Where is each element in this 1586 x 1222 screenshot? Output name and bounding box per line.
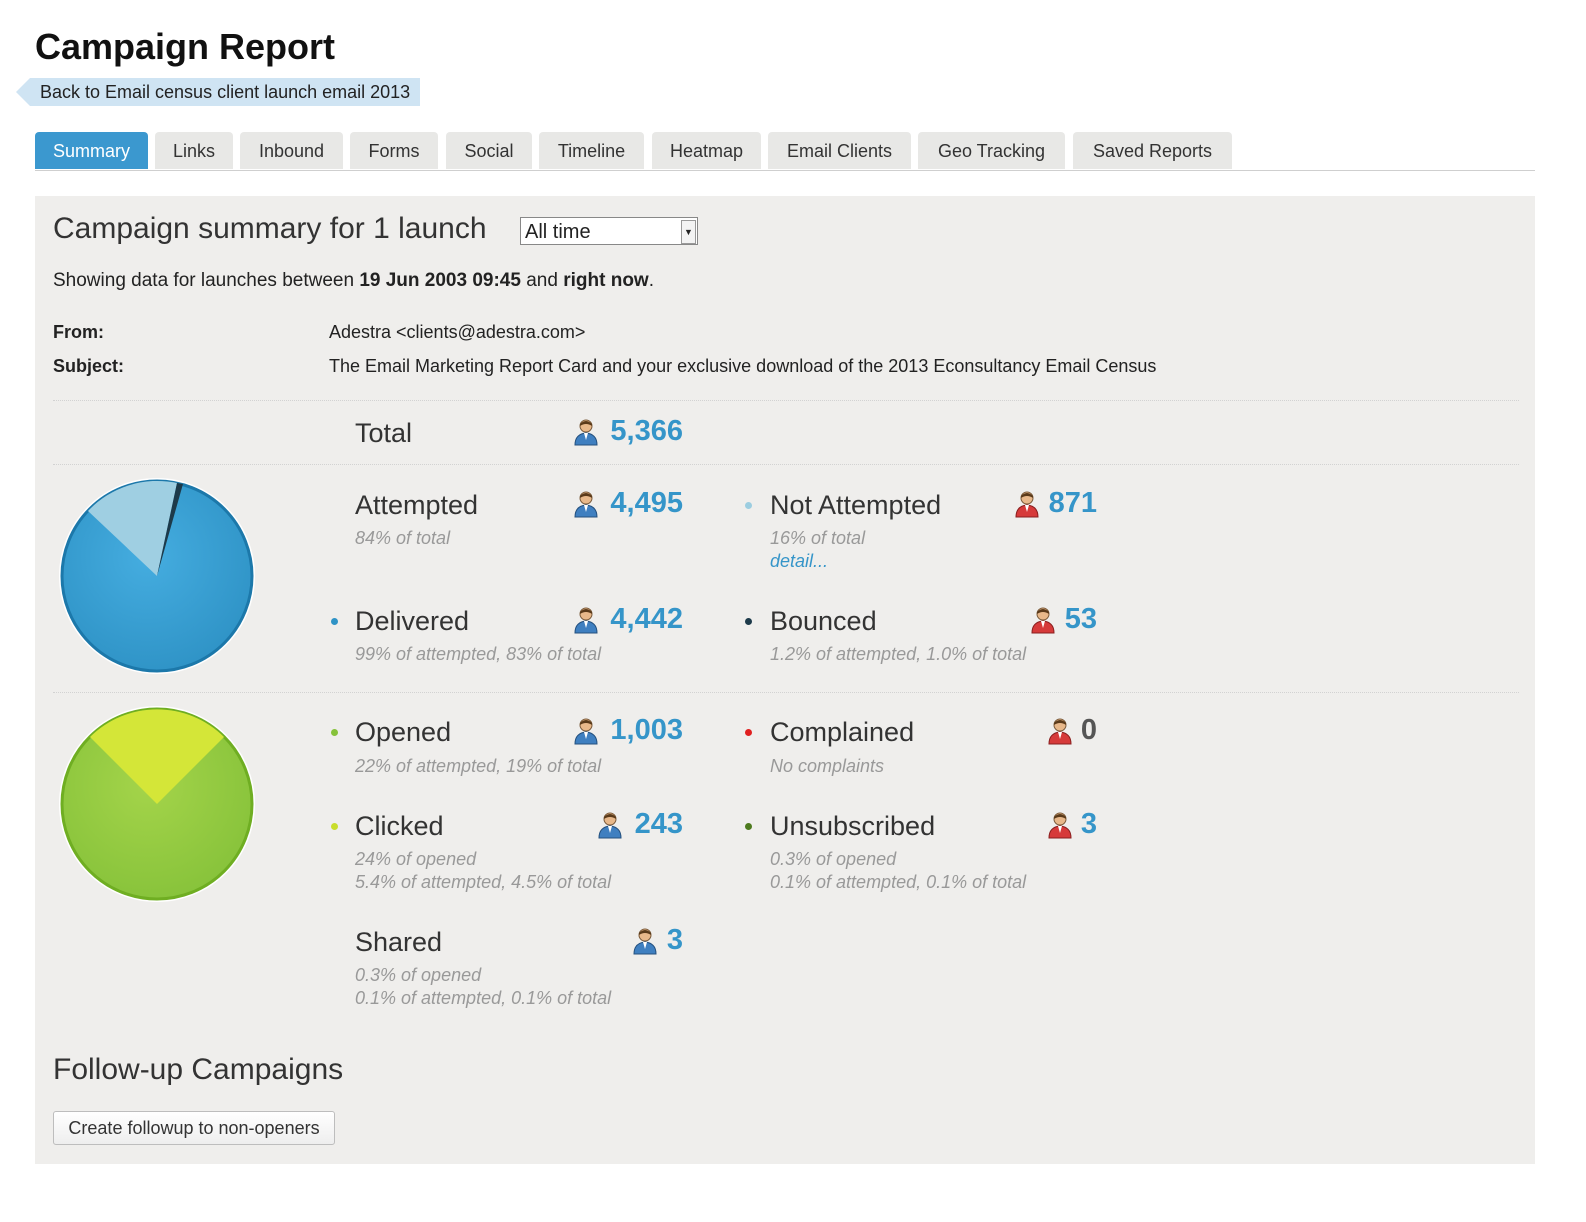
bounced-dot: [745, 618, 752, 625]
bounced-value: 53: [1064, 603, 1097, 635]
date-range-text: Showing data for launches between 19 Jun…: [53, 270, 654, 292]
person-blue-icon: [574, 718, 598, 745]
tab-forms[interactable]: Forms: [350, 132, 438, 169]
tab-saved-reports[interactable]: Saved Reports: [1073, 132, 1232, 169]
clicked-dot: [331, 823, 338, 830]
not-attempted-sub: 16% of total: [770, 528, 866, 548]
person-red-icon: [1015, 491, 1039, 518]
from-label: From:: [53, 322, 104, 342]
clicked-sub-total: 5.4% of attempted, 4.5% of total: [355, 872, 612, 892]
complained-value: 0: [1080, 714, 1097, 746]
opened-value: 1,003: [610, 714, 683, 746]
tab-summary[interactable]: Summary: [35, 132, 148, 169]
range-end: right now: [563, 270, 649, 291]
summary-panel: Campaign summary for 1 launch All time ▼…: [35, 196, 1535, 1164]
shared-sub-total: 0.1% of attempted, 0.1% of total: [355, 988, 612, 1008]
delivery-pie-chart: [59, 478, 255, 674]
tab-email-clients[interactable]: Email Clients: [768, 132, 911, 169]
divider: [53, 692, 1519, 693]
chevron-down-icon[interactable]: ▼: [681, 220, 696, 244]
person-blue-icon: [574, 607, 598, 634]
complained-sub: No complaints: [770, 756, 885, 776]
tab-geo-tracking[interactable]: Geo Tracking: [918, 132, 1065, 169]
opened-label: Opened: [355, 717, 452, 747]
subject-label: Subject:: [53, 356, 125, 376]
total-value: 5,366: [610, 415, 683, 447]
tab-timeline[interactable]: Timeline: [539, 132, 644, 169]
clicked-sub-opened: 24% of opened: [355, 849, 477, 869]
unsubscribed-dot: [745, 823, 752, 830]
person-blue-icon: [574, 491, 598, 518]
tab-social[interactable]: Social: [446, 132, 532, 169]
unsubscribed-sub-opened: 0.3% of opened: [770, 849, 897, 869]
shared-value: 3: [666, 924, 683, 956]
page-title: Campaign Report: [35, 26, 336, 67]
complained-label: Complained: [770, 717, 915, 747]
range-and: and: [526, 270, 558, 291]
complained-dot: [745, 729, 752, 736]
total-label: Total: [355, 418, 413, 448]
engagement-pie-chart: [59, 706, 255, 902]
summary-title: Campaign summary for 1 launch: [53, 212, 487, 245]
shared-label: Shared: [355, 927, 443, 957]
person-red-icon: [1048, 812, 1072, 839]
period-select[interactable]: All time ▼: [520, 217, 698, 245]
not-attempted-dot: [745, 502, 752, 509]
create-followup-button[interactable]: Create followup to non-openers: [53, 1111, 335, 1145]
delivered-value: 4,442: [610, 603, 683, 635]
person-blue-icon: [598, 812, 622, 839]
unsubscribed-label: Unsubscribed: [770, 811, 936, 841]
subject-value: The Email Marketing Report Card and your…: [329, 356, 1157, 376]
not-attempted-label: Not Attempted: [770, 490, 942, 520]
delivered-label: Delivered: [355, 606, 470, 636]
range-prefix: Showing data for launches between: [53, 270, 355, 291]
unsubscribed-sub-total: 0.1% of attempted, 0.1% of total: [770, 872, 1027, 892]
range-start: 19 Jun 2003 09:45: [359, 270, 521, 291]
clicked-label: Clicked: [355, 811, 444, 841]
followup-title: Follow-up Campaigns: [53, 1053, 344, 1086]
not-attempted-detail-link[interactable]: detail...: [770, 551, 829, 571]
unsubscribed-value: 3: [1080, 808, 1097, 840]
not-attempted-value: 871: [1048, 487, 1097, 519]
attempted-sub: 84% of total: [355, 528, 451, 548]
back-link[interactable]: Back to Email census client launch email…: [15, 78, 421, 106]
person-red-icon: [1031, 607, 1055, 634]
tab-heatmap[interactable]: Heatmap: [652, 132, 761, 169]
person-red-icon: [1048, 718, 1072, 745]
delivered-dot: [331, 618, 338, 625]
divider: [53, 400, 1519, 401]
range-suffix: .: [648, 270, 654, 291]
tab-inbound[interactable]: Inbound: [240, 132, 343, 169]
bounced-sub: 1.2% of attempted, 1.0% of total: [770, 644, 1027, 664]
delivered-sub: 99% of attempted, 83% of total: [355, 644, 602, 664]
opened-dot: [331, 729, 338, 736]
tab-links[interactable]: Links: [155, 132, 233, 169]
period-select-value: All time: [525, 221, 591, 243]
attempted-value: 4,495: [610, 487, 683, 519]
tab-bar: Summary Links Inbound Forms Social Timel…: [35, 132, 1535, 171]
bounced-label: Bounced: [770, 606, 877, 636]
from-value: Adestra <clients@adestra.com>: [329, 322, 586, 342]
opened-sub: 22% of attempted, 19% of total: [355, 756, 602, 776]
person-blue-icon: [633, 928, 657, 955]
person-blue-icon: [574, 419, 598, 446]
clicked-value: 243: [634, 808, 683, 840]
shared-sub-opened: 0.3% of opened: [355, 965, 482, 985]
attempted-label: Attempted: [355, 490, 479, 520]
divider: [53, 464, 1519, 465]
